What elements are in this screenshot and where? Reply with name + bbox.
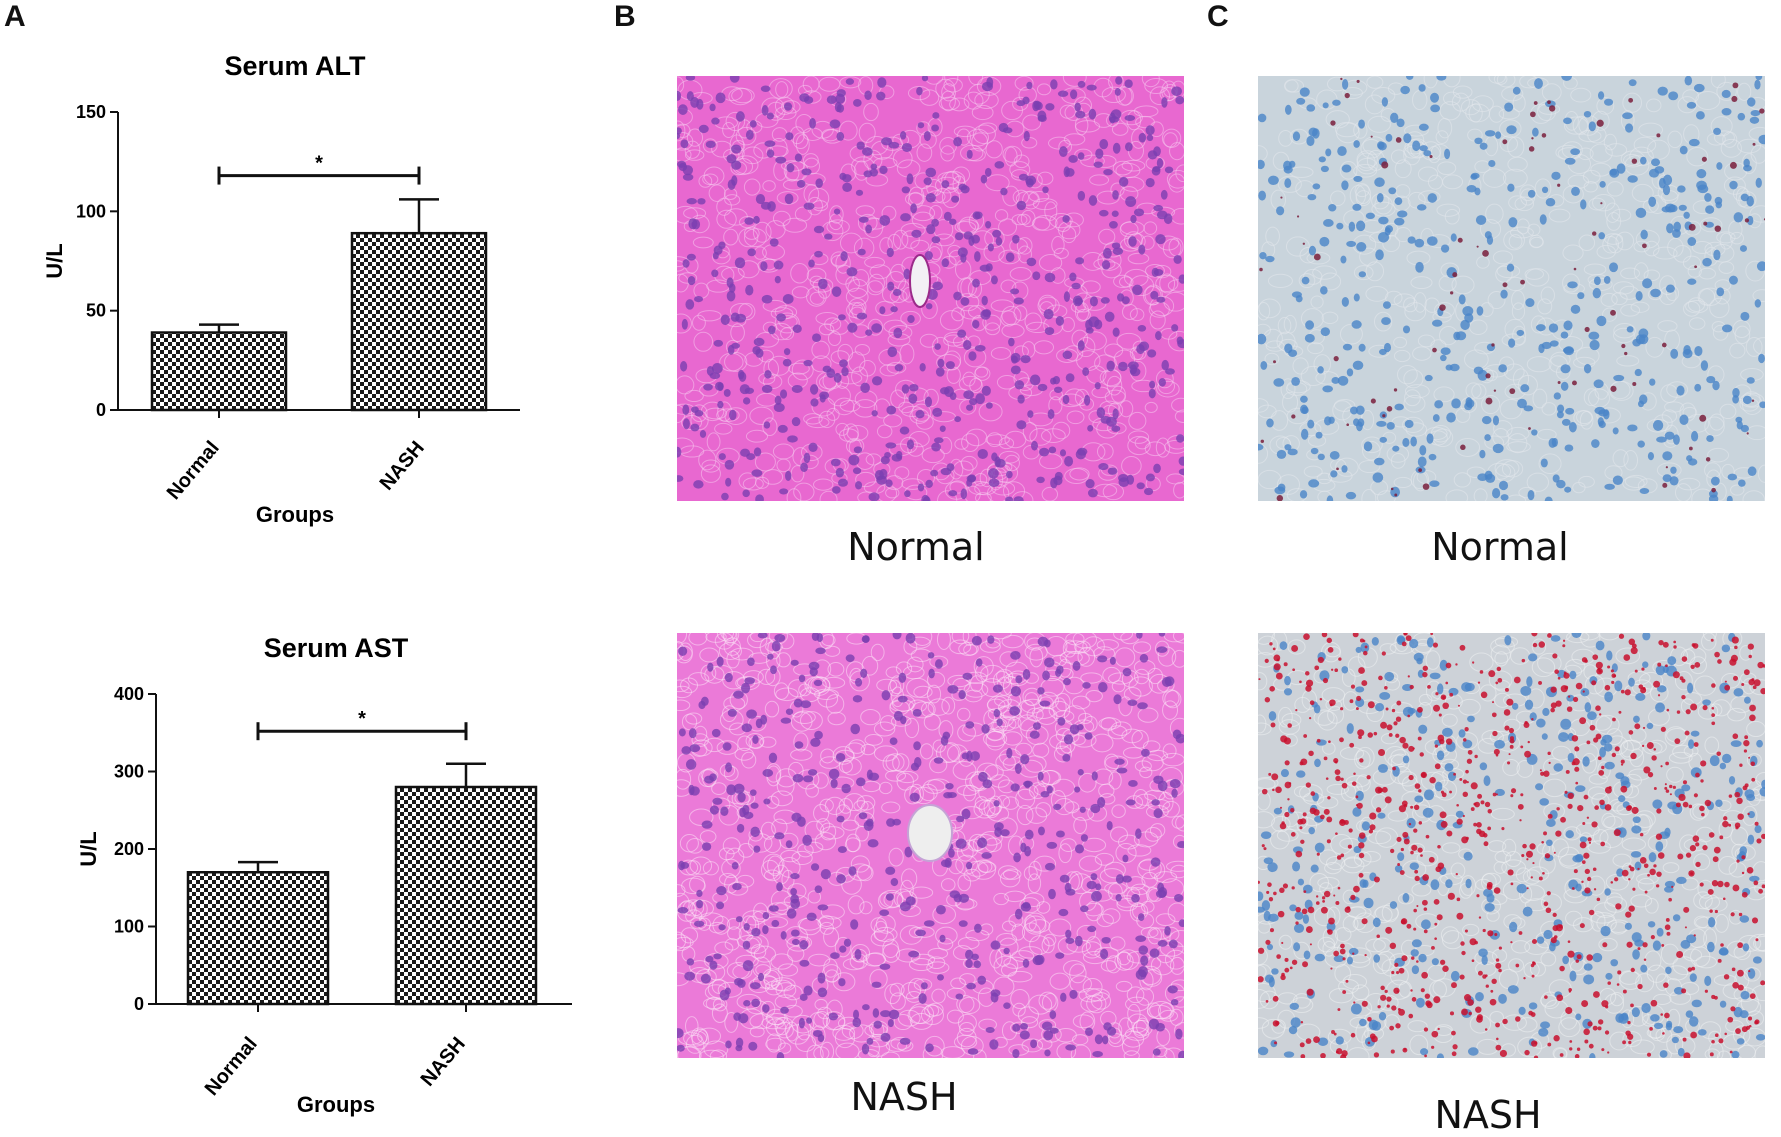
bar-normal <box>186 871 330 1006</box>
bar-nash <box>350 231 488 412</box>
y-tick-label: 50 <box>86 301 106 321</box>
panel-label-a: A <box>4 0 26 33</box>
x-axis-label: Groups <box>297 1092 375 1117</box>
he-stain-normal-image <box>677 76 1184 501</box>
y-tick-label: 200 <box>114 839 144 859</box>
y-axis-label: U/L <box>76 831 101 866</box>
x-category-label: Normal <box>163 437 224 504</box>
he-nash-caption: NASH <box>850 1075 958 1119</box>
bar-nash <box>394 785 538 1006</box>
oil-red-o-nash-image <box>1258 633 1765 1058</box>
panel-label-c: C <box>1207 0 1229 33</box>
x-category-label: NASH <box>376 437 429 495</box>
y-tick-label: 150 <box>76 102 106 122</box>
significance-label: * <box>315 153 323 175</box>
oro-nash-caption: NASH <box>1434 1093 1542 1137</box>
significance-label: * <box>358 708 366 730</box>
x-category-label: NASH <box>417 1033 470 1091</box>
y-tick-label: 300 <box>114 762 144 782</box>
he-normal-caption: Normal <box>847 525 985 569</box>
oro-normal-caption: Normal <box>1431 525 1569 569</box>
y-tick-label: 0 <box>96 400 106 420</box>
y-tick-label: 0 <box>134 994 144 1014</box>
y-axis-label: U/L <box>42 243 67 278</box>
panel-label-b: B <box>614 0 636 33</box>
x-category-label: Normal <box>201 1033 262 1100</box>
chart-title: Serum ALT <box>224 51 366 81</box>
bar-normal <box>150 331 288 412</box>
chart-serum-alt: Serum ALT 0 50 100 150 U/L Groups Normal NASH * <box>42 51 520 527</box>
oil-red-o-normal-image <box>1258 76 1765 501</box>
y-tick-label: 100 <box>114 917 144 937</box>
y-tick-label: 400 <box>114 684 144 704</box>
y-tick-label: 100 <box>76 201 106 221</box>
chart-serum-ast: Serum AST 0 100 200 300 400 U/L Groups Normal NAS… <box>76 633 572 1117</box>
x-axis-label: Groups <box>256 502 334 527</box>
chart-title: Serum AST <box>264 633 409 663</box>
he-stain-nash-image <box>677 633 1184 1058</box>
